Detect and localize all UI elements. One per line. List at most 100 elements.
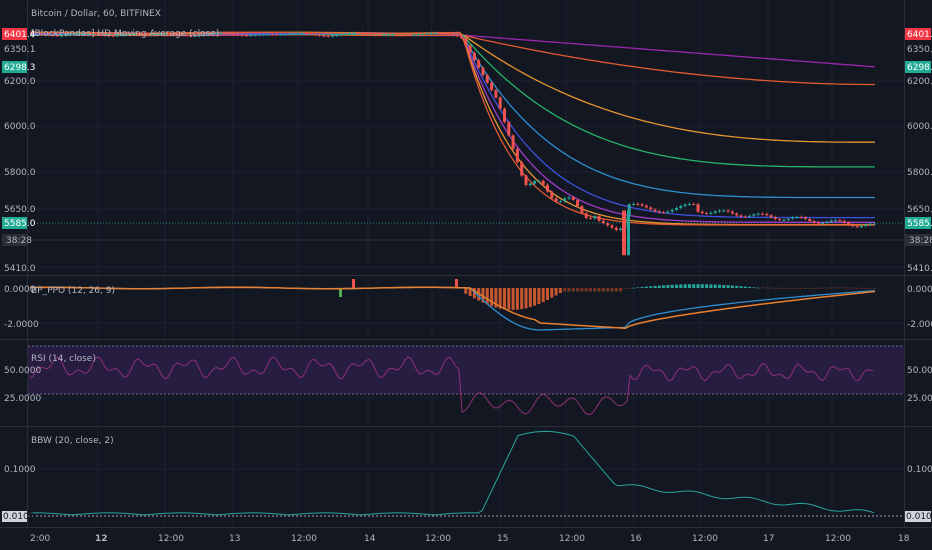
candle-body-193 xyxy=(859,226,863,227)
candle-body-67 xyxy=(318,34,322,36)
candle-body-133 xyxy=(601,220,605,224)
ppo-histogram-bar xyxy=(610,288,614,292)
candle-body-24 xyxy=(133,34,137,35)
left-badge-timer-text: 38:28 xyxy=(6,236,32,246)
candle-body-43 xyxy=(214,32,218,34)
candle-body-98 xyxy=(451,34,455,36)
ppo-histogram-bar xyxy=(700,284,704,288)
right-badge-timer-text: 38:28 xyxy=(909,236,932,246)
ppo-histogram-bar xyxy=(60,288,64,289)
candle-body-172 xyxy=(769,215,773,218)
ppo-histogram-bar xyxy=(687,284,691,288)
candle-body-194 xyxy=(864,224,868,227)
candle-body-31 xyxy=(163,33,167,35)
candle-body-34 xyxy=(176,33,180,35)
ppo-histogram-bar xyxy=(726,285,730,288)
ppo-histogram-bar xyxy=(851,287,855,289)
candle-body-177 xyxy=(791,217,795,219)
candle-body-158 xyxy=(709,212,713,214)
candle-body-70 xyxy=(331,35,334,37)
candle-body-142 xyxy=(640,204,644,206)
ppo-histogram-bar xyxy=(679,284,683,288)
ppo-histogram-bar xyxy=(791,288,795,289)
ppo-marker-red xyxy=(352,279,355,288)
ppo-histogram-bar xyxy=(520,288,524,310)
ppo-histogram-bar xyxy=(709,284,713,288)
candle-body-191 xyxy=(851,224,855,227)
ppo-histogram-bar xyxy=(580,288,584,292)
candle-body-154 xyxy=(692,203,696,205)
candle-body-97 xyxy=(447,33,451,35)
candle-body-115 xyxy=(524,175,528,186)
left-bbw-badge xyxy=(2,511,27,522)
right-rsi-tick-50: 50.0000 xyxy=(907,366,932,376)
right-badge-last xyxy=(905,217,931,229)
right-badge-timer xyxy=(905,234,931,246)
time-tick-4: 12:00 xyxy=(291,534,317,544)
candle-body-150 xyxy=(675,207,678,210)
candle-body-93 xyxy=(429,33,433,34)
candle-body-83 xyxy=(386,34,390,36)
candle-body-110 xyxy=(503,108,506,123)
candle-body-71 xyxy=(335,35,339,36)
candle-body-129 xyxy=(584,213,588,218)
candle-body-169 xyxy=(756,213,760,215)
rsi-pane xyxy=(29,356,874,416)
candle-body-86 xyxy=(399,34,403,36)
ppo-histogram-bar xyxy=(756,287,760,289)
candle-body-112 xyxy=(511,135,515,149)
candle-body-60 xyxy=(288,33,291,35)
candle-body-102 xyxy=(468,45,472,53)
candle-body-173 xyxy=(773,217,777,219)
candle-body-178 xyxy=(795,216,799,218)
time-tick-12: 12:00 xyxy=(825,534,851,544)
candle-body-170 xyxy=(761,213,764,215)
ppo-histogram-bar xyxy=(597,288,601,292)
candle-body-88 xyxy=(408,35,412,36)
left-tick-5800: 5800.0 xyxy=(4,168,36,178)
ppo-histogram-bar xyxy=(55,288,59,289)
left-tick-6200: 6200.0 xyxy=(4,77,36,87)
ppo-histogram-bar xyxy=(662,285,666,288)
candlesticks xyxy=(30,31,876,256)
right-tick-6000: 6000.0 xyxy=(907,122,932,132)
candle-body-106 xyxy=(485,75,489,83)
right-ppo-tick-2: -2.0000 xyxy=(907,320,932,330)
candle-body-125 xyxy=(567,197,571,199)
time-tick-10: 12:00 xyxy=(692,534,718,544)
candle-body-122 xyxy=(554,198,558,202)
ppo-histogram-bar xyxy=(537,288,541,304)
candle-body-140 xyxy=(632,203,635,205)
ppo-histogram-bar xyxy=(636,287,640,288)
candle-body-165 xyxy=(739,215,743,217)
ppo-histogram-bar xyxy=(468,288,472,297)
ppo-histogram-bar xyxy=(653,285,657,288)
candle-body-109 xyxy=(498,97,502,109)
candle-body-139 xyxy=(627,204,631,217)
candle-body-69 xyxy=(326,35,330,37)
ppo-histogram-bar xyxy=(343,287,347,289)
candle-body-52 xyxy=(253,34,257,36)
candle-body-108 xyxy=(494,90,498,98)
candle-body-54 xyxy=(262,34,266,36)
ppo-histogram-bar xyxy=(769,287,773,289)
ppo-histogram-bar xyxy=(675,284,678,288)
time-tick-2: 12:00 xyxy=(158,534,184,544)
right-badge-high-text: 6401.4 xyxy=(907,30,932,40)
ppo-histogram-bar xyxy=(799,288,803,289)
candle-body-164 xyxy=(735,213,739,216)
right-tick-5800: 5800.0 xyxy=(907,168,932,178)
candle-body-30 xyxy=(159,33,162,35)
ppo-histogram-bar xyxy=(847,287,850,289)
candle-body-135 xyxy=(610,225,614,228)
left-axis: 6401.4 6350.1 6298.3 6200.0 6000.0 5800.… xyxy=(2,28,41,522)
left-badge-timer xyxy=(2,234,27,246)
ppo-histogram-bar xyxy=(632,287,635,289)
time-tick-8: 12:00 xyxy=(559,534,585,544)
ppo-histogram-bar xyxy=(533,288,537,306)
ppo-histogram-bar xyxy=(567,288,571,292)
candle-body-17 xyxy=(103,34,107,36)
right-tick-5650: 5650.0 xyxy=(907,205,932,215)
ppo-histogram-bar xyxy=(821,287,825,289)
